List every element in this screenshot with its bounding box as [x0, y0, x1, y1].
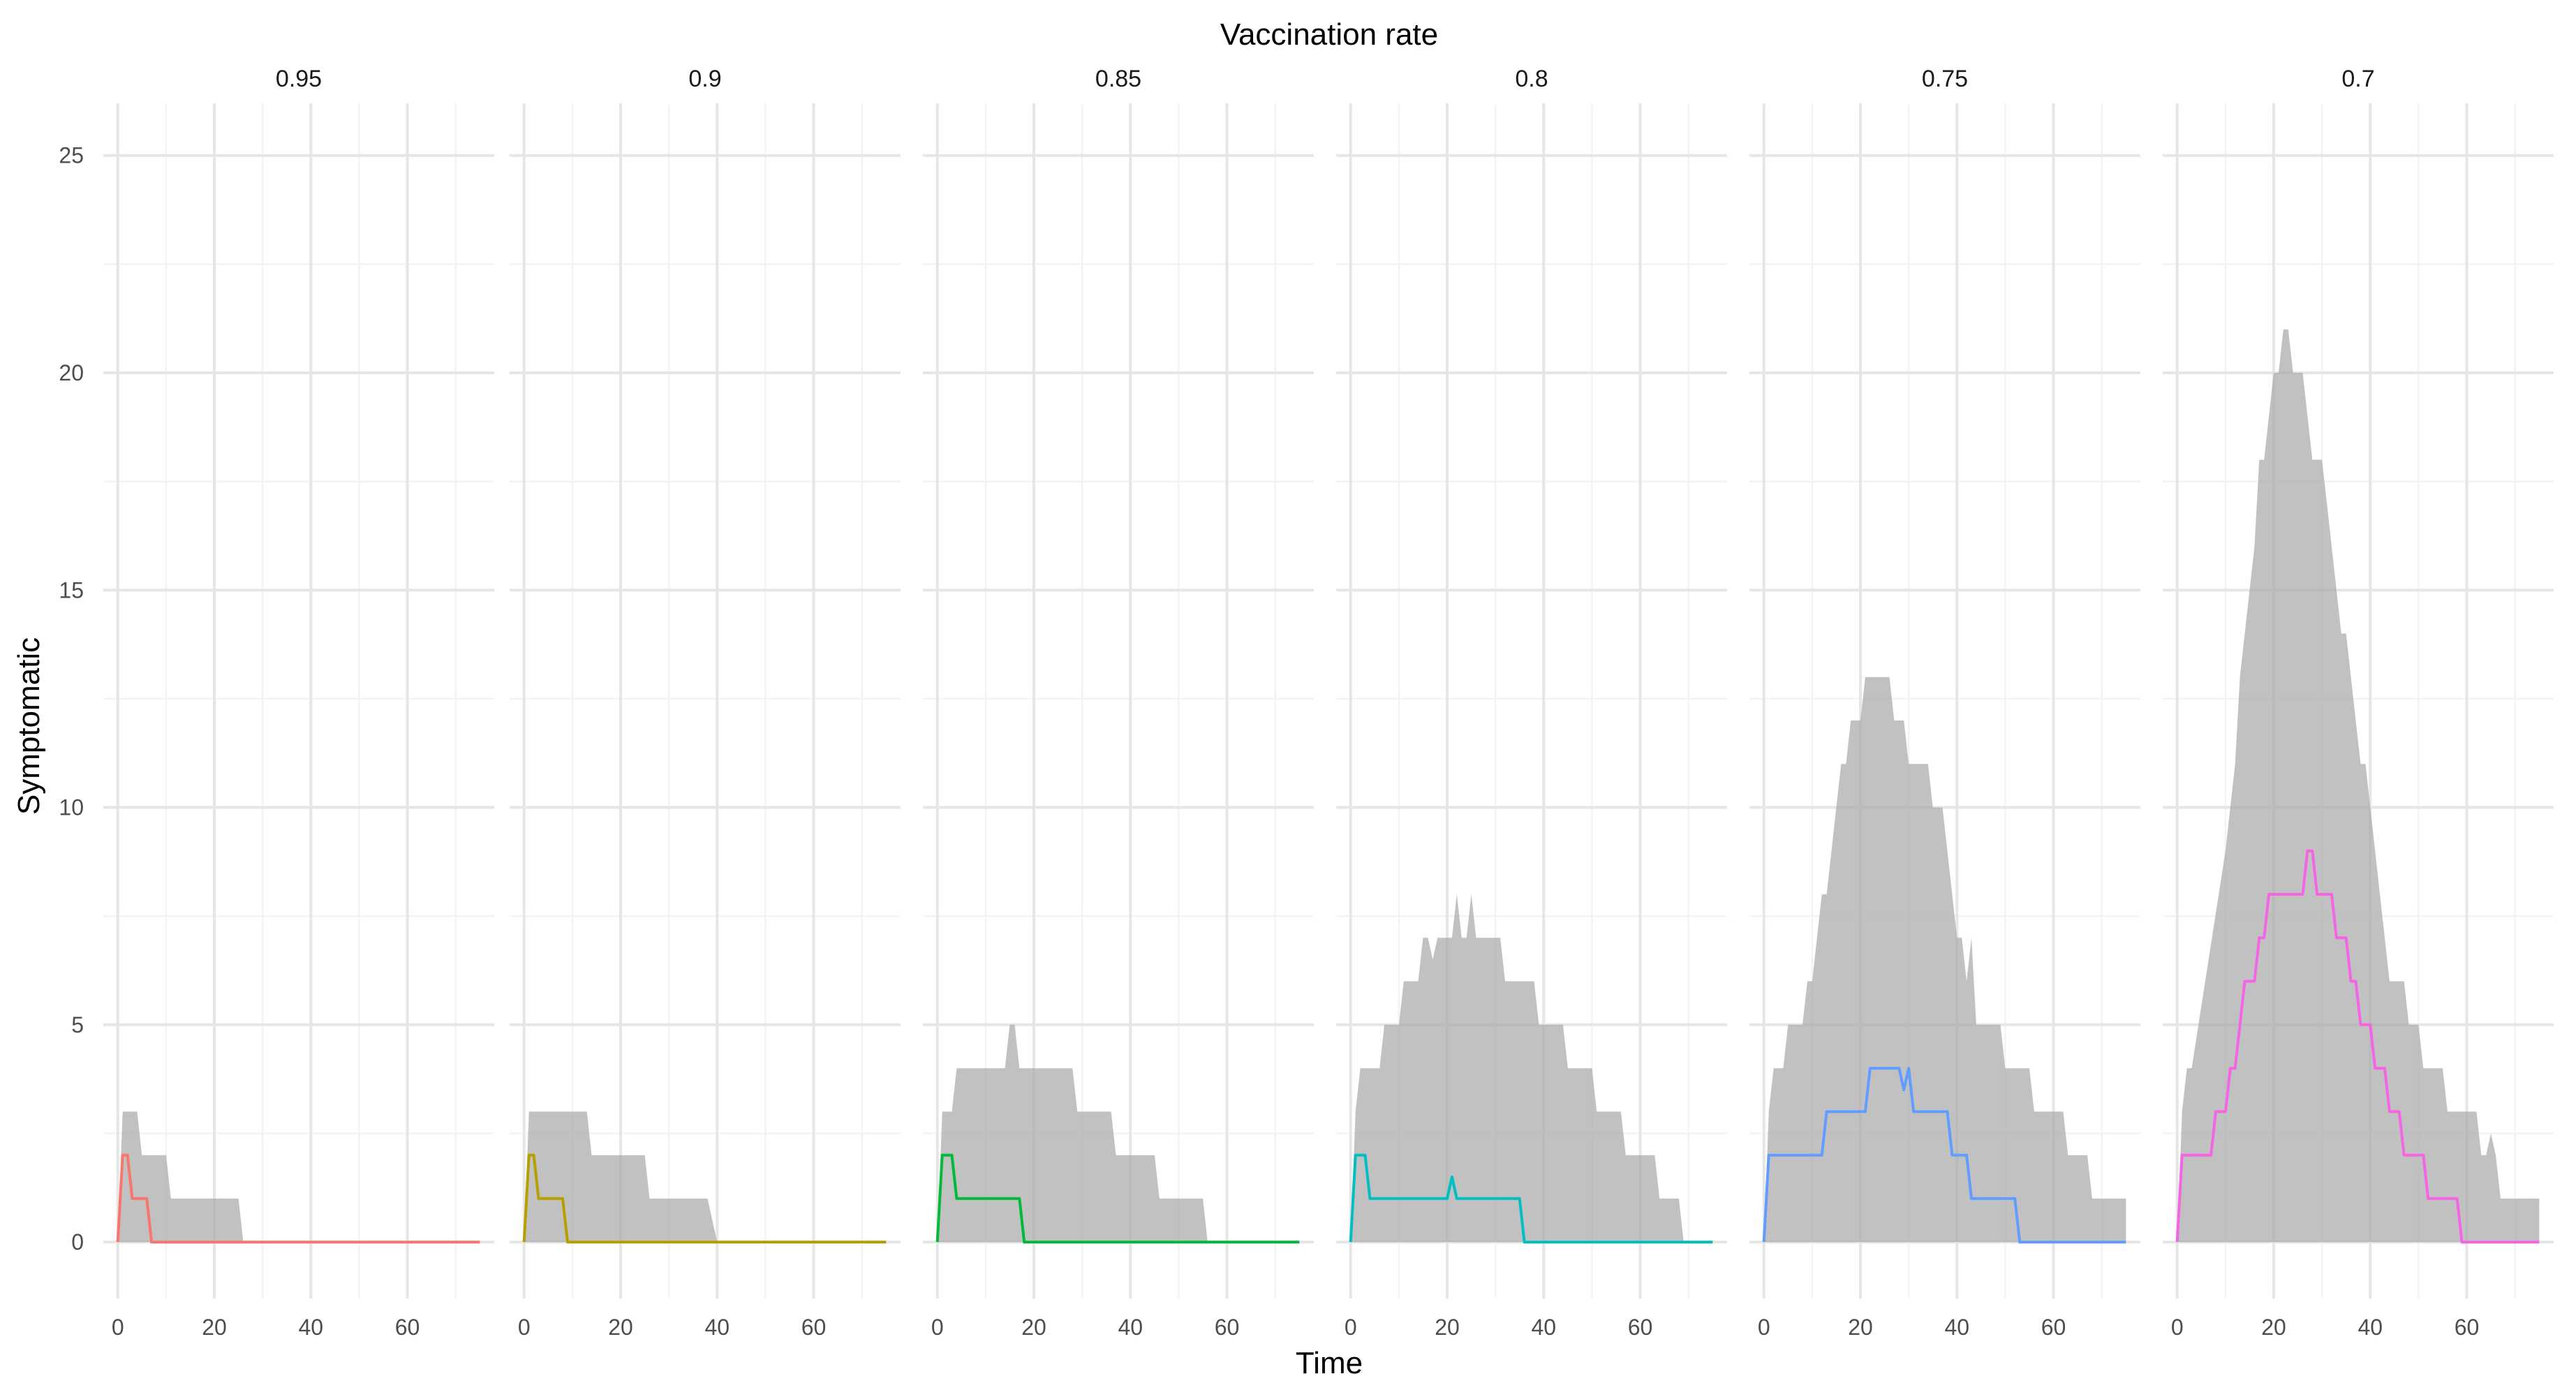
facet-panel-0.95: 0.95 0 20 40 60: [103, 66, 494, 1340]
range-band: [2177, 329, 2540, 1243]
range-band: [117, 1111, 244, 1243]
facet-label: 0.85: [1095, 66, 1141, 92]
x-tick-label: 60: [2041, 1315, 2066, 1340]
y-tick-label: 20: [59, 360, 84, 385]
x-tick-label: 20: [608, 1315, 633, 1340]
y-tick-label: 0: [71, 1229, 84, 1255]
range-band: [937, 1024, 1208, 1243]
x-tick-label: 40: [1944, 1315, 1969, 1340]
range-band: [1763, 677, 2126, 1243]
facet-label: 0.95: [276, 66, 322, 92]
series-line: [935, 1153, 1300, 1244]
y-axis: 0 5 10 15 20 25: [59, 143, 84, 1255]
x-tick-label: 40: [298, 1315, 323, 1340]
x-tick-label: 0: [2171, 1315, 2184, 1340]
series-line: [2175, 849, 2540, 1244]
range-band: [524, 1111, 718, 1243]
series-line: [522, 1153, 887, 1244]
y-tick-label: 5: [71, 1012, 84, 1037]
x-tick-label: 0: [518, 1315, 531, 1340]
x-tick-label: 60: [1628, 1315, 1653, 1340]
facet-label: 0.9: [688, 66, 721, 92]
x-tick-label: 0: [931, 1315, 944, 1340]
facet-panel-0.75: 0.75 0 20 40 60: [1749, 66, 2140, 1340]
x-tick-label: 0: [112, 1315, 124, 1340]
range-band: [1350, 894, 1684, 1243]
facet-label: 0.75: [1922, 66, 1968, 92]
series-line: [116, 1153, 480, 1244]
series-line: [1349, 1153, 1713, 1244]
x-tick-label: 40: [1531, 1315, 1556, 1340]
x-tick-label: 60: [395, 1315, 420, 1340]
facet-panel-0.8: 0.8 0 20 40 60: [1336, 66, 1727, 1340]
chart-title: Vaccination rate: [1220, 17, 1438, 52]
x-tick-label: 40: [2357, 1315, 2383, 1340]
x-axis-title: Time: [1296, 1346, 1363, 1380]
x-tick-label: 20: [202, 1315, 227, 1340]
x-tick-label: 20: [1848, 1315, 1873, 1340]
facet-panel-0.7: 0.7 0 20 40 60: [2163, 66, 2554, 1340]
x-tick-label: 0: [1758, 1315, 1770, 1340]
x-tick-label: 60: [1215, 1315, 1240, 1340]
y-axis-title: Symptomatic: [12, 637, 46, 815]
facet-panel-0.9: 0.9 0 20 40 60: [510, 66, 901, 1340]
x-tick-label: 20: [2261, 1315, 2286, 1340]
facet-panel-0.85: 0.85 0 20 40 60: [923, 66, 1314, 1340]
series-line: [1762, 1067, 2126, 1244]
x-tick-label: 40: [704, 1315, 730, 1340]
x-tick-label: 20: [1435, 1315, 1460, 1340]
x-tick-label: 60: [801, 1315, 827, 1340]
facet-label: 0.8: [1515, 66, 1548, 92]
facet-label: 0.7: [2341, 66, 2374, 92]
x-tick-label: 40: [1118, 1315, 1143, 1340]
x-tick-label: 20: [1021, 1315, 1046, 1340]
x-tick-label: 0: [1345, 1315, 1357, 1340]
x-tick-label: 60: [2455, 1315, 2480, 1340]
y-tick-label: 25: [59, 143, 84, 168]
facet-panels: 0.95 0 20 40 60 0.9 0 20 40 60 0.85 0 20 40 60 0.8 0 20 40…: [59, 66, 2554, 1340]
y-tick-label: 15: [59, 577, 84, 603]
y-tick-label: 10: [59, 795, 84, 820]
